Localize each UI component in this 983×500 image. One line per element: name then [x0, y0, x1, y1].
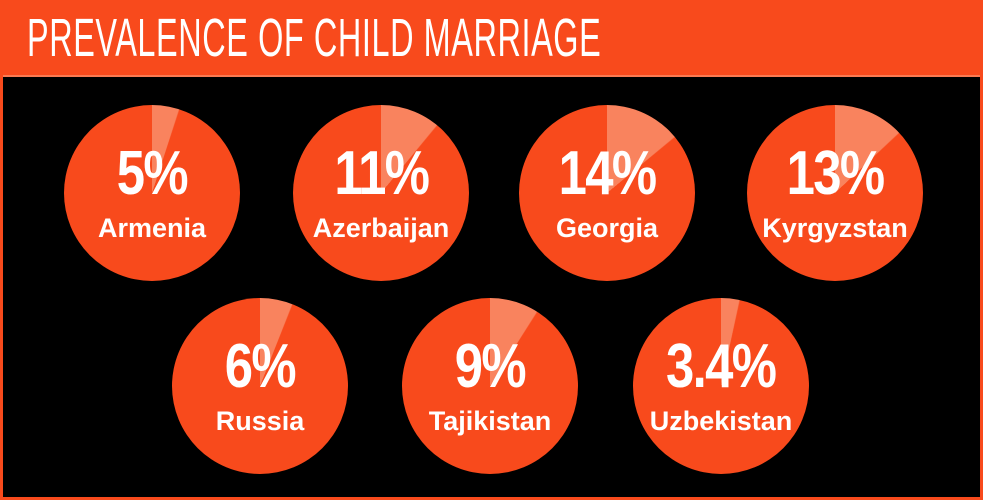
- country-label: Tajikistan: [428, 406, 552, 437]
- percentage-label: 5%: [116, 139, 189, 209]
- percentage-label: 14%: [558, 139, 657, 209]
- country-circle-georgia: 14% Georgia: [519, 105, 695, 281]
- page-title: PREVALENCE OF CHILD MARRIAGE: [27, 7, 602, 68]
- percentage-label: 9%: [454, 332, 527, 402]
- country-circle-kyrgyzstan: 13% Kyrgyzstan: [747, 105, 923, 281]
- country-label: Kyrgyzstan: [762, 213, 908, 244]
- country-circle-uzbekistan: 3.4% Uzbekistan: [633, 298, 809, 474]
- country-label: Uzbekistan: [649, 406, 793, 437]
- percentage-label: 3.4%: [666, 332, 777, 402]
- percentage-label: 13%: [786, 139, 885, 209]
- country-label: Armenia: [97, 213, 207, 244]
- percentage-label: 11%: [333, 139, 430, 209]
- percentage-label: 6%: [224, 332, 297, 402]
- country-circle-armenia: 5% Armenia: [64, 105, 240, 281]
- country-circle-russia: 6% Russia: [172, 298, 348, 474]
- country-label: Azerbaijan: [312, 213, 450, 244]
- country-circle-tajikistan: 9% Tajikistan: [402, 298, 578, 474]
- country-label: Russia: [215, 406, 305, 437]
- country-label: Georgia: [555, 213, 659, 244]
- country-circle-azerbaijan: 11% Azerbaijan: [293, 105, 469, 281]
- chart-area: 5% Armenia 11% Azerbaijan 14% Georgia 13% Kyrgy…: [3, 79, 980, 497]
- header: PREVALENCE OF CHILD MARRIAGE: [3, 3, 980, 77]
